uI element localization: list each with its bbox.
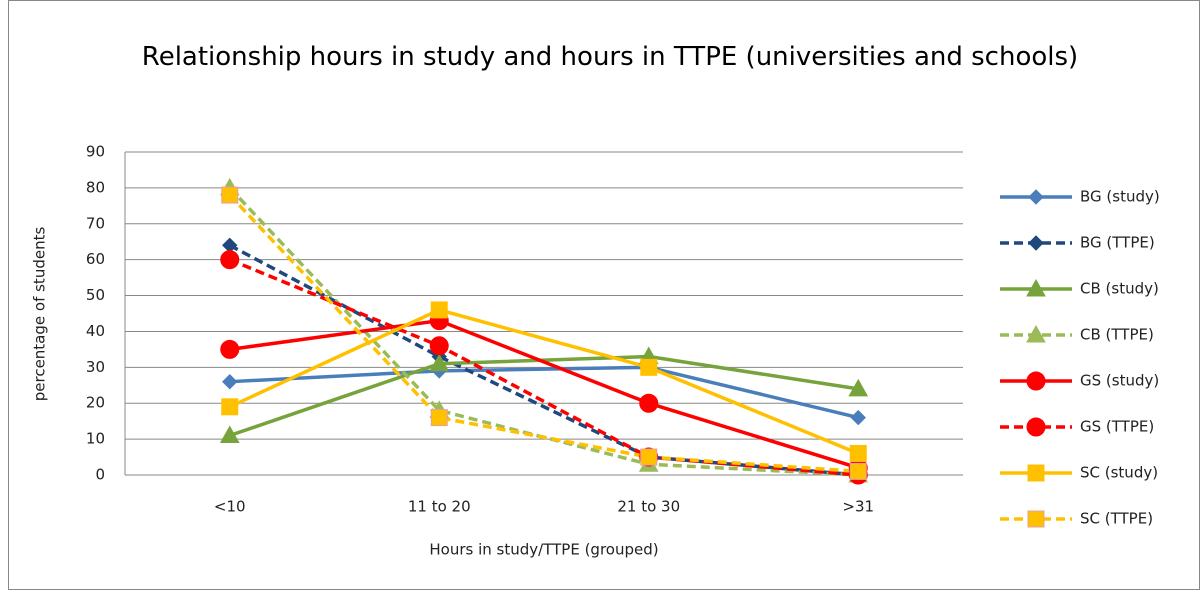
legend-label: GS (study) [1080,372,1159,390]
data-point [222,373,238,390]
chart-title: Relationship hours in study and hours in… [141,42,1079,72]
series-line [229,318,859,470]
data-point [221,186,239,204]
data-point [219,425,240,444]
y-tick-label: 40 [86,322,105,340]
legend-label: SC (study) [1080,464,1158,482]
data-point [848,378,869,397]
legend-marker [1028,189,1044,205]
y-tick-label: 0 [95,466,105,484]
series-line [228,193,859,474]
legend-label: SC (TTPE) [1080,510,1153,528]
y-axis-label: percentage of students [31,227,49,402]
y-tick-label: 30 [86,358,105,376]
x-tick-label: 11 to 20 [408,498,471,516]
legend-marker [1027,464,1045,482]
data-point [220,339,240,359]
data-point [849,462,867,480]
legend-marker [1027,510,1045,528]
legend-label: GS (TTPE) [1080,418,1154,436]
x-axis-label: Hours in study/TTPE (grouped) [429,541,658,559]
data-point [640,448,658,466]
data-point [639,393,659,413]
data-point [429,336,449,356]
y-tick-label: 90 [86,143,105,161]
legend-label: BG (TTPE) [1080,234,1155,252]
y-tick-label: 20 [86,394,105,412]
y-tick-label: 50 [86,286,105,304]
legend-marker [1026,371,1046,391]
legend-marker [1026,417,1046,437]
x-tick-label: >31 [842,498,874,516]
data-point [430,409,448,427]
data-point [429,353,450,372]
data-point [221,398,239,416]
data-point [850,409,866,426]
legend-marker [1028,235,1044,251]
legend-label: BG (study) [1080,188,1160,206]
series-line [229,365,859,420]
y-tick-label: 70 [86,214,105,232]
y-tick-label: 60 [86,250,105,268]
data-point [640,358,658,376]
legend-marker [1026,324,1046,343]
chart-frame [8,0,1200,590]
series-line [229,258,859,477]
y-tick-label: 10 [86,430,105,448]
data-point [220,250,240,270]
legend-label: CB (study) [1080,280,1159,298]
legend-label: CB (TTPE) [1080,326,1154,344]
x-tick-label: 21 to 30 [617,498,680,516]
y-tick-label: 80 [86,178,105,196]
data-point [430,301,448,319]
x-tick-label: <10 [214,498,246,516]
series-line [229,308,859,456]
data-point [849,444,867,462]
legend-marker [1026,278,1046,297]
